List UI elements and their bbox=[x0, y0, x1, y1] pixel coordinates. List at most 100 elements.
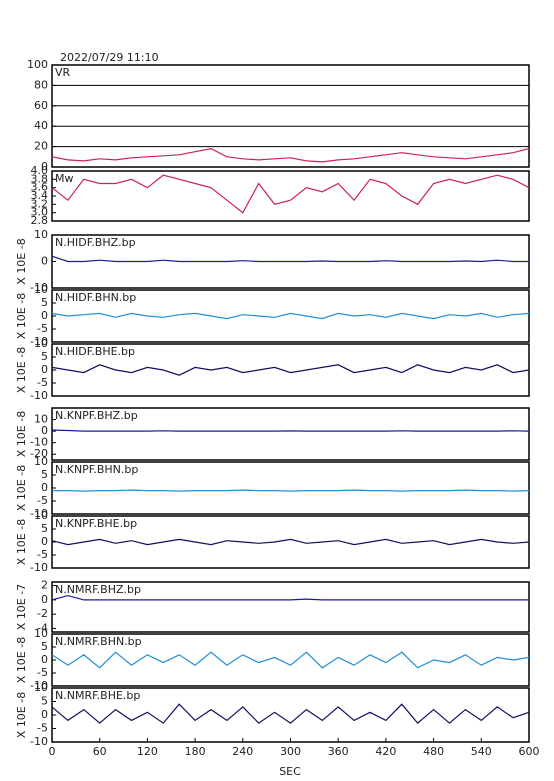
y-tick-label: 0 bbox=[41, 424, 48, 437]
y-tick-label: 0 bbox=[41, 593, 48, 606]
y-tick-label: -4 bbox=[37, 621, 48, 634]
y-tick-label: 60 bbox=[34, 99, 48, 112]
waveform bbox=[51, 147, 530, 163]
x-tick-label: 360 bbox=[328, 745, 349, 758]
y-axis-label: X 10E -8 bbox=[15, 519, 28, 565]
y-tick-label: 3.2 bbox=[31, 197, 49, 210]
y-tick-label: 10 bbox=[34, 413, 48, 426]
y-axis-label: X 10E -7 bbox=[15, 584, 28, 630]
y-tick-label: -5 bbox=[37, 666, 48, 679]
y-tick-label: -5 bbox=[37, 722, 48, 735]
panel-name: N.KNPF.BHZ.bp bbox=[55, 409, 138, 422]
panel-name: N.HIDF.BHE.bp bbox=[55, 345, 135, 358]
y-tick-label: -5 bbox=[37, 376, 48, 389]
x-tick-label: 540 bbox=[471, 745, 492, 758]
y-tick-label: 0 bbox=[41, 255, 48, 268]
y-tick-label: 5 bbox=[41, 522, 48, 535]
y-tick-label: 80 bbox=[34, 78, 48, 91]
y-tick-label: 40 bbox=[34, 119, 48, 132]
y-tick-label: -10 bbox=[30, 389, 48, 402]
y-tick-label: 10 bbox=[34, 509, 48, 522]
y-axis-label: X 10E -8 bbox=[15, 238, 28, 284]
y-tick-label: 2.8 bbox=[31, 214, 49, 227]
panel-name: Mw bbox=[55, 172, 74, 185]
panel-name: N.KNPF.BHE.bp bbox=[55, 517, 137, 530]
x-tick-label: 120 bbox=[137, 745, 158, 758]
y-tick-label: 3.6 bbox=[31, 181, 49, 194]
waveform bbox=[51, 312, 530, 320]
y-tick-label: -10 bbox=[30, 507, 48, 520]
y-tick-label: 5 bbox=[41, 468, 48, 481]
y-tick-label: -10 bbox=[30, 281, 48, 294]
y-tick-label: 0 bbox=[41, 363, 48, 376]
y-axis-label: X 10E -8 bbox=[15, 411, 28, 457]
chart-title: 2022/07/29 11:10 bbox=[60, 51, 159, 64]
waveform bbox=[51, 255, 529, 263]
y-tick-label: -5 bbox=[37, 494, 48, 507]
y-tick-label: 20 bbox=[34, 140, 48, 153]
y-tick-label: -2 bbox=[37, 607, 48, 620]
waveform bbox=[51, 429, 530, 432]
waveform bbox=[51, 651, 530, 669]
y-axis-label: X 10E -8 bbox=[15, 465, 28, 511]
y-tick-label: 3.4 bbox=[31, 189, 49, 202]
panel-frame bbox=[51, 407, 530, 461]
y-tick-label: 0 bbox=[41, 653, 48, 666]
y-tick-label: 10 bbox=[34, 337, 48, 350]
x-tick-label: 240 bbox=[232, 745, 253, 758]
panel-frame bbox=[51, 170, 530, 222]
y-tick-label: 5 bbox=[41, 296, 48, 309]
y-tick-label: -10 bbox=[30, 561, 48, 574]
y-tick-label: 10 bbox=[34, 283, 48, 296]
y-axis-label: X 10E -8 bbox=[15, 637, 28, 683]
x-tick-label: 480 bbox=[423, 745, 444, 758]
y-tick-label: -5 bbox=[37, 548, 48, 561]
y-tick-label: 10 bbox=[34, 681, 48, 694]
waveform bbox=[52, 489, 530, 492]
waveform bbox=[51, 594, 529, 601]
y-tick-label: 3.0 bbox=[31, 206, 49, 219]
x-tick-label: 300 bbox=[280, 745, 301, 758]
y-tick-label: -10 bbox=[30, 679, 48, 692]
y-tick-label: 2 bbox=[41, 579, 48, 592]
panel-name: N.NMRF.BHN.bp bbox=[55, 635, 142, 648]
x-tick-label: 0 bbox=[49, 745, 56, 758]
y-tick-label: 0 bbox=[41, 481, 48, 494]
y-tick-label: 10 bbox=[34, 627, 48, 640]
y-axis-label: X 10E -8 bbox=[15, 347, 28, 393]
x-tick-label: 180 bbox=[185, 745, 206, 758]
y-tick-label: 0 bbox=[41, 160, 48, 173]
panel-name: N.KNPF.BHN.bp bbox=[55, 463, 138, 476]
panel-name: VR bbox=[55, 66, 71, 79]
y-tick-label: 100 bbox=[27, 58, 48, 71]
y-tick-label: 4.0 bbox=[31, 164, 49, 177]
y-tick-label: 5 bbox=[41, 350, 48, 363]
waveform bbox=[51, 174, 530, 214]
panel-name: N.NMRF.BHE.bp bbox=[55, 689, 140, 702]
y-tick-label: 5 bbox=[41, 695, 48, 708]
panel-name: N.NMRF.BHZ.bp bbox=[55, 583, 141, 596]
y-tick-label: 10 bbox=[34, 455, 48, 468]
y-tick-label: 5 bbox=[41, 640, 48, 653]
panel-name: N.HIDF.BHN.bp bbox=[55, 291, 136, 304]
y-tick-label: -10 bbox=[30, 436, 48, 449]
y-tick-label: 0 bbox=[41, 708, 48, 721]
y-tick-label: -10 bbox=[30, 735, 48, 748]
waveform bbox=[51, 538, 530, 546]
y-axis-label: X 10E -8 bbox=[15, 293, 28, 339]
x-tick-label: 60 bbox=[93, 745, 107, 758]
y-tick-label: 3.8 bbox=[31, 172, 49, 185]
panel-frame bbox=[51, 581, 530, 633]
panel-name: N.HIDF.BHZ.bp bbox=[55, 236, 136, 249]
x-tick-label: 600 bbox=[519, 745, 540, 758]
panel-frame bbox=[51, 633, 530, 687]
y-tick-label: 0 bbox=[41, 535, 48, 548]
waveform bbox=[51, 364, 530, 376]
x-axis-label: SEC bbox=[279, 765, 301, 778]
y-axis-label: X 10E -8 bbox=[15, 692, 28, 738]
panel-frame bbox=[51, 289, 530, 343]
y-tick-label: -20 bbox=[30, 447, 48, 460]
x-tick-label: 420 bbox=[375, 745, 396, 758]
y-tick-label: -5 bbox=[37, 322, 48, 335]
